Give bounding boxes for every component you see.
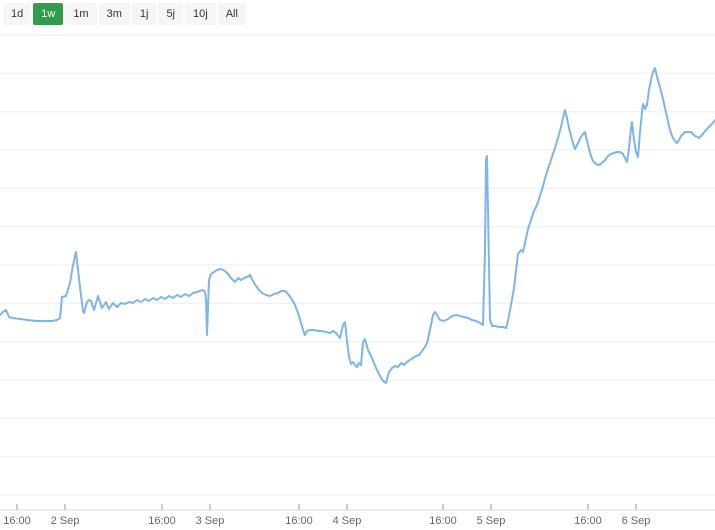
range-button-3m[interactable]: 3m: [98, 3, 130, 25]
range-button-all[interactable]: All: [217, 3, 246, 25]
x-axis-labels: 16:00 2 Sep 16:00 3 Sep 16:00 4 Sep 16:00 5 Sep…: [3, 515, 650, 527]
x-axis-label: 16:00: [3, 515, 31, 527]
x-axis-label: 3 Sep: [196, 515, 225, 527]
range-button-1m[interactable]: 1m: [65, 3, 97, 25]
range-button-1j[interactable]: 1j: [131, 3, 157, 25]
x-axis-label: 16:00: [574, 515, 602, 527]
x-axis-label: 16:00: [285, 515, 313, 527]
x-axis-ticks: [16, 504, 637, 510]
x-axis-label: 6 Sep: [622, 515, 651, 527]
gridlines: [0, 34, 715, 496]
x-axis-label: 5 Sep: [477, 515, 506, 527]
x-axis-label: 16:00: [148, 515, 176, 527]
range-button-1d[interactable]: 1d: [3, 3, 32, 25]
range-selector-toolbar: 1d 1w 1m 3m 1j 5j 10j All: [0, 0, 248, 31]
range-button-1w[interactable]: 1w: [33, 3, 64, 25]
x-axis-label: 2 Sep: [51, 515, 80, 527]
x-axis-label: 4 Sep: [333, 515, 362, 527]
price-line-series: [0, 67, 715, 384]
range-button-10j[interactable]: 10j: [185, 3, 216, 25]
x-axis-label: 16:00: [429, 515, 457, 527]
range-button-5j[interactable]: 5j: [158, 3, 183, 25]
